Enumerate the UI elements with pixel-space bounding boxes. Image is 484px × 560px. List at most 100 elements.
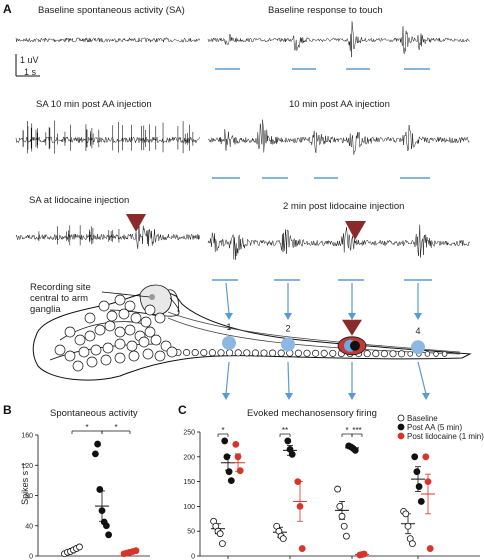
trace-title-touch-lido: 2 min post lidocaine injection <box>283 201 404 212</box>
sucker <box>277 349 285 357</box>
legend-marker <box>397 423 405 431</box>
flow-arrows <box>222 282 430 400</box>
sucker <box>407 351 413 357</box>
sucker <box>64 350 76 362</box>
data-point <box>105 531 112 539</box>
legend-label: Baseline <box>407 414 438 423</box>
data-point <box>236 467 244 475</box>
sucker <box>100 354 112 366</box>
sucker <box>84 312 96 324</box>
data-point <box>426 545 434 552</box>
sucker <box>372 350 380 358</box>
y-tick-label: 100 <box>183 504 195 511</box>
sucker <box>260 349 268 357</box>
data-point <box>351 446 359 454</box>
site-number: 4 <box>415 326 420 336</box>
sucker <box>217 349 225 357</box>
legend-label: Post lidocaine (1 min) <box>407 432 484 441</box>
data-point <box>284 437 292 445</box>
data-point <box>338 512 346 520</box>
sucker <box>114 326 126 338</box>
sucker <box>380 350 388 358</box>
data-point <box>288 450 296 458</box>
sucker <box>118 308 130 320</box>
trace-title-sa-lido: SA at lidocaine injection <box>29 195 129 206</box>
trace-line <box>15 221 200 250</box>
sucker <box>294 349 302 357</box>
site-number: 2 <box>285 323 290 333</box>
sucker <box>114 338 126 350</box>
lidocaine-marker-icon <box>345 221 366 240</box>
sucker <box>102 342 114 354</box>
data-point <box>334 485 342 493</box>
data-point <box>298 545 306 552</box>
site-number: 1 <box>226 322 231 332</box>
sucker <box>154 312 166 324</box>
chart-b-ylabel: Spikes s⁻¹ <box>20 463 30 505</box>
data-point <box>340 522 348 530</box>
data-point <box>98 507 106 515</box>
y-tick-label: 160 <box>21 433 33 440</box>
sucker <box>303 349 311 357</box>
sucker <box>106 310 118 322</box>
sucker <box>84 330 96 342</box>
sucker <box>234 349 242 357</box>
data-point <box>227 477 235 485</box>
scale-voltage: 1 uV <box>20 55 39 65</box>
data-point <box>336 502 344 510</box>
sucker <box>130 312 142 324</box>
sucker <box>72 360 84 372</box>
recording-site-label-2: central to arm <box>30 293 88 304</box>
sucker <box>140 316 152 328</box>
recording-site <box>281 337 295 352</box>
data-point <box>402 510 410 518</box>
y-tick-label: 40 <box>25 523 33 530</box>
trace-title-baseline-sa: Baseline spontaneous activity (SA) <box>38 5 185 16</box>
data-point <box>234 453 242 461</box>
y-tick-label: 120 <box>21 463 33 470</box>
sucker <box>128 350 140 362</box>
sucker <box>74 334 86 346</box>
sucker <box>144 304 156 316</box>
lidocaine-marker-icon <box>126 214 146 232</box>
sucker <box>320 349 328 357</box>
sucker <box>54 344 66 356</box>
y-tick-label: 150 <box>183 479 195 486</box>
trace-line <box>15 136 200 144</box>
sig-label: * <box>114 423 117 432</box>
y-tick-label: 0 <box>191 554 195 560</box>
sig-label: ** <box>282 426 288 435</box>
sucker <box>78 346 90 358</box>
data-point <box>232 440 240 448</box>
legend-marker <box>397 432 405 440</box>
trace-line <box>207 21 470 58</box>
sucker <box>269 349 277 357</box>
trace-title-baseline-touch: Baseline response to touch <box>268 5 383 16</box>
sucker <box>363 350 371 358</box>
sucker <box>104 320 116 332</box>
trace-title-touch-10min: 10 min post AA injection <box>289 99 390 110</box>
sucker <box>142 348 154 360</box>
sucker <box>138 336 150 348</box>
scale-bar: 1 uV 1 s <box>15 54 40 77</box>
sig-label: *** <box>352 426 361 435</box>
data-point <box>360 550 368 558</box>
arrow-line <box>287 361 290 395</box>
recording-site-core <box>350 340 360 351</box>
sucker <box>424 351 431 357</box>
sucker <box>398 350 406 358</box>
sucker <box>94 324 106 336</box>
trace-title-sa-10min: SA 10 min post AA injection <box>36 99 152 110</box>
recording-site-label-1: Recording site <box>30 282 91 293</box>
sucker <box>433 351 439 357</box>
arrow-head-icon <box>422 393 430 400</box>
sucker <box>200 349 208 357</box>
panel-label-b: B <box>3 403 12 417</box>
sucker <box>251 349 259 357</box>
trace-line <box>207 224 470 260</box>
data-point <box>413 468 421 476</box>
data-point <box>132 547 140 555</box>
data-point <box>404 522 412 530</box>
